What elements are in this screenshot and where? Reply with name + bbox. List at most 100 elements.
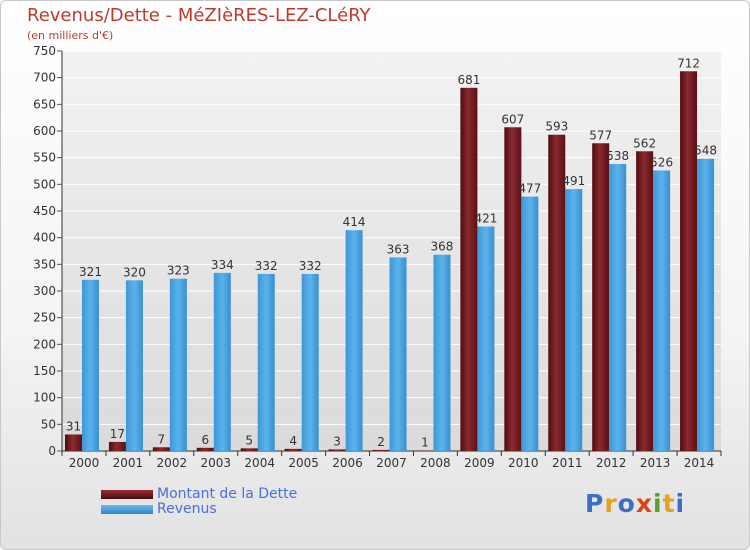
data-label-revenus: 334	[211, 258, 234, 272]
y-tick-label: 550	[33, 151, 56, 165]
proxiti-logo: Proxiti	[585, 489, 685, 518]
bar-revenus	[257, 273, 275, 451]
y-tick-label: 300	[33, 284, 56, 298]
bar-dette	[416, 450, 434, 451]
bar-revenus	[301, 273, 319, 451]
x-tick-label: 2012	[596, 456, 627, 470]
logo-letter: r	[604, 489, 618, 518]
bar-dette	[504, 127, 522, 452]
data-label-dette: 712	[677, 56, 700, 70]
bar-revenus	[565, 189, 583, 451]
logo-letter: i	[675, 489, 686, 518]
data-label-dette: 6	[201, 433, 209, 447]
y-tick-label: 450	[33, 204, 56, 218]
bar-dette	[680, 71, 698, 452]
y-tick-label: 100	[33, 391, 56, 405]
bar-revenus	[169, 278, 187, 451]
bar-dette	[372, 449, 390, 451]
bar-dette	[592, 143, 610, 451]
bar-revenus	[389, 257, 407, 451]
data-label-revenus: 321	[79, 265, 102, 279]
y-tick-label: 50	[41, 417, 56, 431]
y-tick-label: 600	[33, 124, 56, 138]
bar-dette	[460, 87, 478, 452]
data-label-revenus: 491	[562, 174, 585, 188]
x-tick-label: 2005	[288, 456, 319, 470]
x-tick-label: 2008	[420, 456, 451, 470]
y-tick-label: 0	[48, 444, 56, 458]
bar-revenus	[433, 254, 451, 451]
data-label-revenus: 332	[255, 259, 278, 273]
data-label-revenus: 538	[606, 149, 629, 163]
y-tick-label: 200	[33, 337, 56, 351]
data-label-revenus: 320	[123, 265, 146, 279]
data-label-dette: 1	[421, 435, 429, 449]
y-tick-label: 400	[33, 231, 56, 245]
bar-revenus	[345, 230, 363, 451]
bar-dette	[108, 441, 126, 451]
bar-dette	[328, 449, 346, 451]
x-tick-label: 2014	[684, 456, 715, 470]
data-label-dette: 31	[66, 419, 81, 433]
logo-letter: x	[635, 489, 653, 518]
y-tick-label: 250	[33, 311, 56, 325]
y-tick-label: 650	[33, 97, 56, 111]
y-tick-label: 350	[33, 257, 56, 271]
x-tick-label: 2006	[332, 456, 363, 470]
data-label-dette: 5	[245, 433, 253, 447]
legend-swatch-dette	[101, 490, 153, 499]
bar-revenus	[213, 272, 231, 451]
bar-dette	[284, 448, 302, 451]
y-tick-label: 750	[33, 44, 56, 58]
bar-dette	[636, 151, 654, 451]
x-tick-label: 2003	[200, 456, 231, 470]
bar-dette	[65, 434, 82, 451]
bar-dette	[548, 134, 566, 451]
data-label-dette: 593	[545, 120, 568, 134]
bar-revenus	[653, 170, 671, 451]
x-tick-label: 2013	[640, 456, 671, 470]
data-label-dette: 3	[333, 434, 341, 448]
bar-revenus	[125, 280, 143, 451]
bar-revenus	[477, 226, 495, 451]
x-tick-label: 2000	[69, 456, 100, 470]
data-label-revenus: 332	[299, 259, 322, 273]
x-tick-label: 2009	[464, 456, 495, 470]
chart-title: Revenus/Dette - MéZIèRES-LEZ-CLéRY	[27, 5, 371, 26]
x-tick-label: 2001	[113, 456, 144, 470]
data-label-revenus: 363	[387, 242, 410, 256]
bar-dette	[196, 447, 214, 451]
x-tick-label: 2002	[157, 456, 188, 470]
chart-subtitle: (en milliers d'€)	[27, 29, 114, 42]
x-tick-label: 2007	[376, 456, 407, 470]
x-tick-label: 2004	[244, 456, 275, 470]
data-label-revenus: 323	[167, 264, 190, 278]
bar-revenus	[697, 158, 715, 451]
data-label-revenus: 548	[694, 144, 717, 158]
bar-dette	[240, 448, 258, 451]
legend-label-revenus: Revenus	[157, 501, 217, 517]
y-tick-label: 500	[33, 177, 56, 191]
data-label-dette: 577	[589, 128, 612, 142]
data-label-revenus: 421	[474, 211, 497, 225]
data-label-dette: 2	[377, 435, 385, 449]
logo-letter: i	[653, 489, 663, 518]
bar-revenus	[609, 164, 627, 452]
data-label-dette: 562	[633, 136, 656, 150]
data-label-dette: 4	[289, 434, 297, 448]
legend-label-dette: Montant de la Dette	[157, 486, 298, 502]
data-label-revenus: 414	[343, 215, 366, 229]
data-label-revenus: 368	[431, 240, 454, 254]
legend-swatch-revenus	[101, 505, 153, 514]
y-tick-label: 700	[33, 71, 56, 85]
data-label-revenus: 477	[518, 182, 541, 196]
bar-revenus	[521, 196, 539, 451]
logo-letter: o	[617, 489, 636, 518]
y-tick-label: 150	[33, 364, 56, 378]
x-tick-label: 2010	[508, 456, 539, 470]
data-label-dette: 17	[110, 427, 125, 441]
data-label-dette: 607	[501, 112, 524, 126]
x-tick-label: 2011	[552, 456, 583, 470]
